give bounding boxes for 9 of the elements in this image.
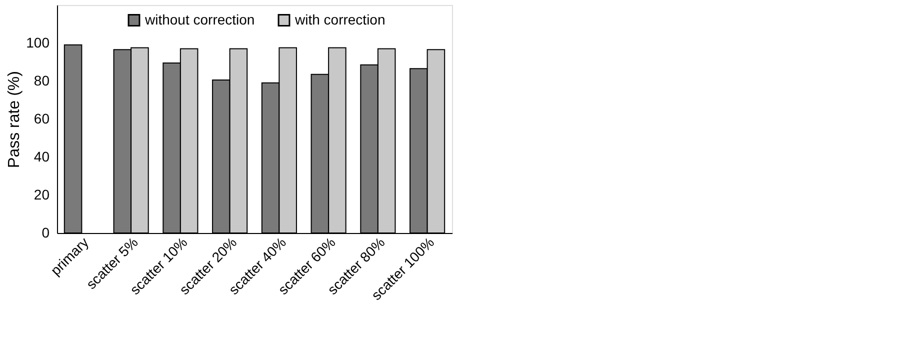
legend-label: with correction: [294, 11, 386, 28]
y-tick-label: 80: [34, 72, 50, 88]
y-tick-label: 40: [34, 148, 50, 164]
y-tick-label: 100: [26, 34, 50, 50]
y-tick-label: 20: [34, 186, 50, 202]
y-tick-label: 0: [42, 224, 50, 240]
legend-label: without correction: [144, 11, 255, 28]
y-tick-label: 60: [34, 110, 50, 126]
y-axis-title: Pass rate (%): [6, 71, 24, 168]
